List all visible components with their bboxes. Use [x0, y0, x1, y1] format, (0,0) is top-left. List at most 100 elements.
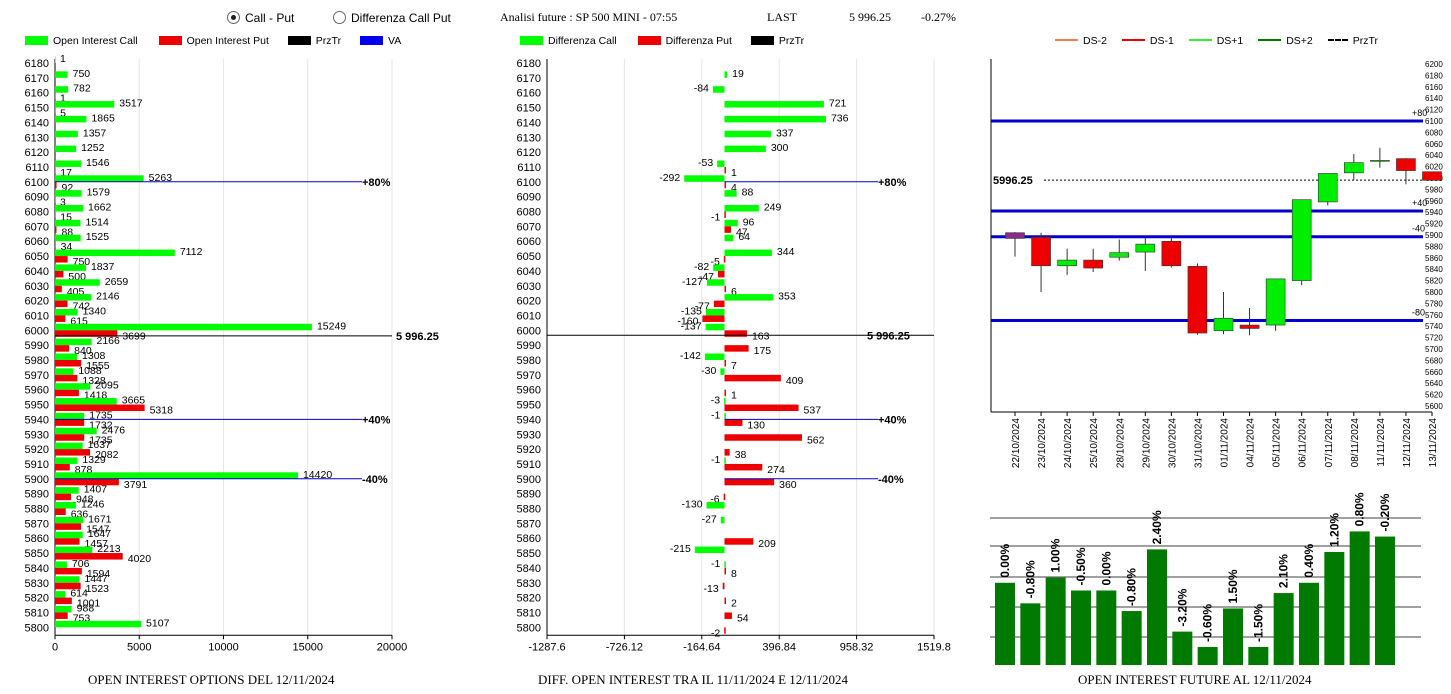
- radio-unselected-icon: [333, 11, 346, 24]
- diff-put-bar: [723, 256, 726, 263]
- call-value-label: 1579: [87, 187, 111, 199]
- legend-item-put[interactable]: Open Interest Put: [158, 35, 269, 47]
- call-value-label: 1357: [83, 127, 107, 139]
- left-xtick-label: 15000: [292, 641, 323, 653]
- legend-item-call[interactable]: Open Interest Call: [25, 35, 138, 47]
- call-value-label: 1647: [88, 528, 112, 540]
- diff-call-label: -127: [682, 276, 703, 288]
- radio-differenza[interactable]: Differenza Call Put: [333, 11, 451, 25]
- legend-item-ds-m2[interactable]: DS-2: [1055, 35, 1107, 47]
- put-bar: [55, 360, 82, 367]
- mid-va-label: +40%: [878, 414, 907, 426]
- diff-put-bar: [724, 627, 726, 634]
- legend-item-ds-p2[interactable]: DS+2: [1258, 35, 1313, 47]
- legend-item-diff-call[interactable]: Differenza Call: [520, 35, 617, 47]
- diff-call-label: 337: [776, 127, 794, 139]
- mid-strike-label: 6080: [517, 207, 541, 219]
- diff-call-bar: [724, 115, 826, 123]
- legend-item-diff-put[interactable]: Differenza Put: [637, 35, 732, 47]
- call-bar: [55, 86, 69, 93]
- call-bar: [55, 502, 76, 509]
- put-value-label: 1594: [87, 568, 111, 580]
- left-strike-label: 6030: [25, 281, 49, 293]
- left-strike-label: 6120: [25, 147, 49, 159]
- future-bar: [1248, 647, 1269, 665]
- left-strike-label: 6100: [25, 177, 49, 189]
- mid-xtick-label: 958.32: [840, 641, 874, 653]
- call-bar: [55, 516, 84, 524]
- candle-body: [1213, 317, 1234, 332]
- call-bar: [55, 412, 85, 420]
- diff-put-bar: [724, 419, 743, 426]
- legend-item-prztr[interactable]: PrzTr: [287, 35, 341, 47]
- diff-put-bar: [724, 597, 726, 605]
- call-value-label: 1837: [91, 261, 115, 273]
- mid-strike-label: 5930: [517, 429, 541, 441]
- diff-put-label: 1: [731, 167, 737, 179]
- put-bar: [55, 345, 70, 352]
- call-value-label: 1407: [84, 484, 108, 496]
- mid-strike-label: 6040: [517, 266, 541, 278]
- last-value: 5 996.25: [849, 10, 891, 24]
- diff-call-label: -3: [711, 395, 720, 407]
- candle-date-label: 23/10/2024: [1037, 418, 1048, 468]
- future-pct-label: 0.00%: [998, 543, 1012, 577]
- put-value-label: 3791: [124, 479, 148, 491]
- legend-item-diff-prztr[interactable]: PrzTr: [750, 35, 804, 47]
- legend-left: Open Interest Call Open Interest Put Prz…: [25, 35, 401, 47]
- left-strike-label: 6110: [25, 162, 49, 174]
- put-bar: [55, 419, 85, 426]
- left-xtick-label: 10000: [208, 641, 239, 653]
- diff-call-label: -82: [694, 261, 709, 273]
- diff-call-label: 344: [777, 246, 795, 258]
- call-value-label: 1525: [86, 231, 110, 243]
- diff-put-bar: [713, 300, 725, 308]
- put-bar: [55, 241, 56, 248]
- diff-call-bar: [684, 175, 725, 182]
- legend-item-va[interactable]: VA: [360, 35, 401, 47]
- diff-put-bar: [724, 360, 726, 367]
- diff-call-bar: [704, 353, 725, 360]
- put-value-label: 1523: [86, 583, 110, 595]
- diff-put-label: 537: [804, 405, 822, 417]
- call-bar: [55, 71, 68, 78]
- legend-mid: Differenza Call Differenza Put PrzTr: [520, 35, 804, 47]
- future-pct-label: 0.00%: [1099, 551, 1113, 585]
- call-value-label: 2213: [97, 543, 121, 555]
- diff-call-label: 88: [742, 187, 754, 199]
- future-bar: [1121, 611, 1142, 665]
- legend-item-prztr-dashed[interactable]: PrzTr: [1327, 35, 1378, 47]
- put-bar: [55, 404, 145, 412]
- candle-body: [1344, 162, 1364, 174]
- call-bar: [55, 472, 298, 479]
- legend-right: DS-2 DS-1 DS+1 DS+2 PrzTr: [1055, 35, 1378, 47]
- left-price-tag: 5 996.25: [396, 331, 439, 343]
- radio-call-put[interactable]: Call - Put: [227, 11, 294, 25]
- future-pct-label: 1.00%: [1049, 538, 1063, 572]
- mid-strike-label: 6060: [517, 236, 541, 248]
- candle-body: [1422, 171, 1442, 181]
- candle-date-label: 13/11/2024: [1428, 418, 1439, 468]
- future-pct-label: 1.50%: [1226, 569, 1240, 603]
- legend-item-ds-p1[interactable]: DS+1: [1188, 35, 1243, 47]
- mid-strike-label: 5900: [517, 474, 541, 486]
- put-value-label: 1: [60, 93, 66, 105]
- diff-put-label: 360: [779, 479, 797, 491]
- put-value-label: 948: [76, 494, 94, 506]
- left-va-label: +40%: [362, 414, 391, 426]
- call-bar: [55, 294, 92, 301]
- mid-strike-label: 5870: [517, 518, 541, 530]
- future-pct-label: 0.80%: [1353, 492, 1367, 526]
- call-bar: [55, 487, 79, 494]
- legend-item-ds-m1[interactable]: DS-1: [1121, 35, 1174, 47]
- right-caption: OPEN INTEREST FUTURE AL 12/11/2024: [1078, 672, 1312, 687]
- diff-put-bar: [724, 389, 726, 397]
- put-value-label: 2082: [95, 449, 119, 461]
- call-value-label: 1865: [91, 112, 115, 124]
- mid-strike-label: 6050: [517, 251, 541, 263]
- put-bar: [55, 330, 118, 337]
- call-bar: [55, 160, 82, 167]
- mid-strike-label: 5800: [517, 622, 541, 634]
- candle-body: [1396, 158, 1416, 171]
